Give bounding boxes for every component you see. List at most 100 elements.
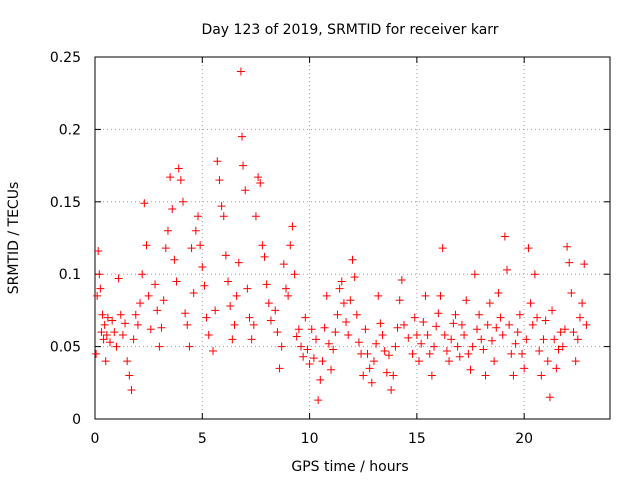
data-point — [376, 319, 385, 328]
grid-lines — [95, 57, 610, 419]
data-point — [337, 277, 346, 286]
data-point — [419, 317, 428, 326]
data-point — [118, 331, 127, 340]
data-point — [518, 349, 527, 358]
data-point — [524, 244, 533, 253]
y-tick-label: 0.1 — [59, 267, 81, 283]
data-point — [309, 354, 318, 363]
data-point — [485, 299, 494, 308]
data-point — [423, 331, 432, 340]
data-point — [487, 336, 496, 345]
data-point — [425, 349, 434, 358]
data-point — [131, 310, 140, 319]
data-point — [277, 342, 286, 351]
data-point — [526, 299, 535, 308]
data-point — [142, 241, 151, 250]
data-point — [541, 316, 550, 325]
data-point — [550, 335, 559, 344]
data-point — [299, 352, 308, 361]
data-point — [123, 357, 132, 366]
data-point — [217, 202, 226, 211]
data-point — [157, 323, 166, 332]
data-point — [434, 309, 443, 318]
data-point — [496, 313, 505, 322]
data-point — [110, 328, 119, 337]
data-point — [404, 333, 413, 342]
data-point — [492, 323, 501, 332]
y-tick-label: 0.05 — [50, 340, 81, 356]
x-tick-label: 10 — [301, 431, 319, 447]
data-point — [204, 331, 213, 340]
data-point — [442, 346, 451, 355]
data-point — [339, 299, 348, 308]
data-point — [490, 357, 499, 366]
data-point — [466, 365, 475, 374]
data-point — [232, 291, 241, 300]
data-point — [522, 335, 531, 344]
data-point — [500, 232, 509, 241]
data-point — [468, 342, 477, 351]
data-point — [239, 161, 248, 170]
data-point — [211, 306, 220, 315]
data-point — [200, 281, 209, 290]
data-point — [391, 342, 400, 351]
data-point — [515, 310, 524, 319]
data-point — [202, 313, 211, 322]
data-point — [447, 335, 456, 344]
data-point — [114, 274, 123, 283]
data-point — [136, 299, 145, 308]
data-point — [322, 291, 331, 300]
data-point — [112, 342, 121, 351]
data-point — [567, 289, 576, 298]
data-point — [181, 309, 190, 318]
data-point — [494, 289, 503, 298]
data-point — [380, 346, 389, 355]
data-point — [354, 338, 363, 347]
data-point — [279, 260, 288, 269]
data-point — [575, 313, 584, 322]
data-point — [312, 335, 321, 344]
data-point — [438, 244, 447, 253]
data-point — [475, 310, 484, 319]
data-point — [106, 338, 115, 347]
data-point — [365, 364, 374, 373]
data-point — [417, 339, 426, 348]
data-point — [230, 320, 239, 329]
data-point — [286, 241, 295, 250]
data-point — [537, 371, 546, 380]
data-point — [290, 270, 299, 279]
data-point — [520, 364, 529, 373]
data-point — [352, 310, 361, 319]
data-point — [98, 310, 107, 319]
data-point — [453, 342, 462, 351]
data-point — [378, 331, 387, 340]
data-point — [462, 296, 471, 305]
data-point — [247, 335, 256, 344]
data-point — [187, 244, 196, 253]
data-point — [479, 345, 488, 354]
data-point — [412, 331, 421, 340]
data-point — [582, 320, 591, 329]
data-point — [316, 375, 325, 384]
data-point — [96, 284, 105, 293]
data-point — [125, 371, 134, 380]
data-point — [224, 277, 233, 286]
data-point — [99, 335, 108, 344]
data-point — [367, 378, 376, 387]
data-point — [183, 320, 192, 329]
data-point — [133, 320, 142, 329]
data-point — [176, 176, 185, 185]
data-point — [335, 284, 344, 293]
data-point — [127, 386, 136, 395]
data-point — [172, 277, 181, 286]
data-point — [483, 320, 492, 329]
y-tick-label: 0.25 — [50, 50, 81, 66]
data-point — [108, 316, 117, 325]
chart-title: Day 123 of 2019, SRMTID for receiver kar… — [201, 22, 498, 38]
data-point — [359, 371, 368, 380]
data-point — [213, 157, 222, 166]
data-point — [260, 252, 269, 261]
data-point — [95, 270, 104, 279]
data-point — [436, 291, 445, 300]
